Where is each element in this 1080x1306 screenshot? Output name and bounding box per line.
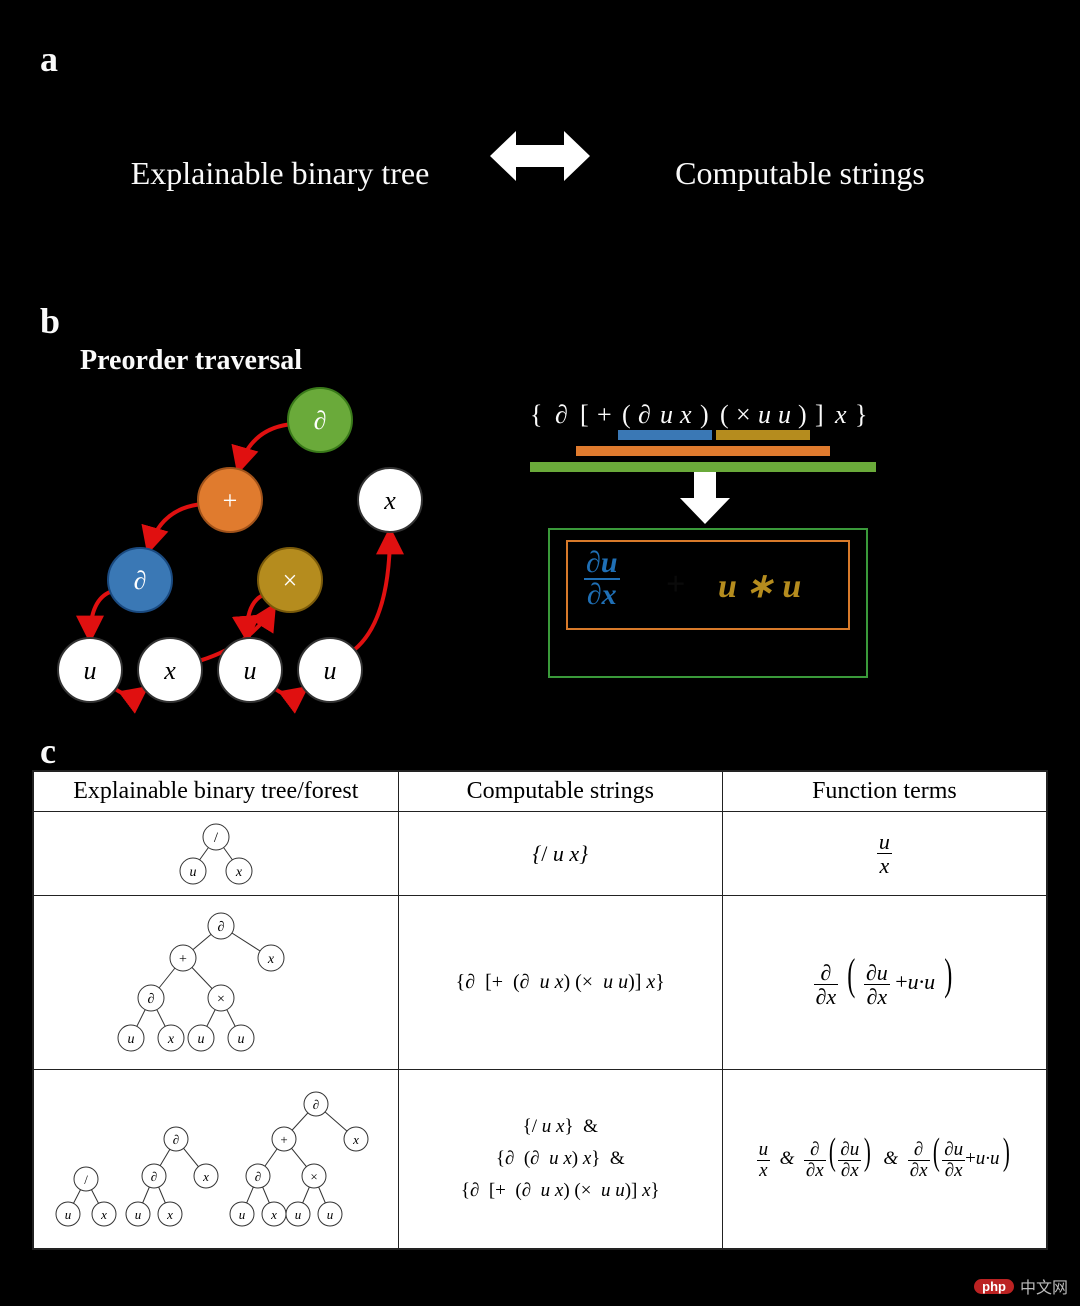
string-cell-1: {/ u x} bbox=[398, 812, 722, 896]
svg-text:u: u bbox=[327, 1207, 334, 1222]
svg-text:×: × bbox=[310, 1169, 317, 1184]
svg-text:+: + bbox=[223, 486, 238, 515]
func-cell-1: ux bbox=[722, 812, 1046, 896]
svg-text:∂: ∂ bbox=[134, 566, 147, 595]
svg-text:x: x bbox=[270, 1207, 277, 1222]
svg-text:x: x bbox=[163, 656, 176, 685]
tree-table: Explainable binary tree/forest Computabl… bbox=[32, 770, 1048, 1250]
svg-text:∂: ∂ bbox=[173, 1132, 179, 1147]
panel-b-label: b bbox=[40, 300, 60, 342]
svg-text:u: u bbox=[244, 656, 257, 685]
th-tree: Explainable binary tree/forest bbox=[34, 772, 399, 812]
token: + bbox=[597, 400, 612, 430]
table-row: / u x {/ u x} ux bbox=[34, 812, 1047, 896]
string-cell-3: {/ u x} & {∂ (∂ u x) x} & {∂ [+ (∂ u x) … bbox=[398, 1069, 722, 1248]
svg-text:u: u bbox=[324, 656, 337, 685]
token: ) bbox=[798, 400, 807, 430]
string-cell-2: {∂ [+ (∂ u x) (× u u)] x} bbox=[398, 896, 722, 1070]
svg-text:u: u bbox=[189, 865, 196, 880]
frac-du-dx: ∂u ∂x bbox=[584, 548, 620, 610]
svg-text:∂: ∂ bbox=[313, 1097, 319, 1112]
watermark-text: 中文网 bbox=[1020, 1274, 1068, 1298]
panel-a-label: a bbox=[40, 38, 58, 80]
table-row: ∂ + x ∂ × u x u u {∂ [+ (∂ u x) (× u u)] x} ∂… bbox=[34, 896, 1047, 1070]
tree-cell-2: ∂ + x ∂ × u x u u bbox=[34, 896, 399, 1070]
svg-text:∂: ∂ bbox=[151, 1169, 157, 1184]
svg-text:u: u bbox=[135, 1207, 142, 1222]
token: x bbox=[835, 400, 847, 430]
panel-a-left-title: Explainable binary tree bbox=[100, 155, 460, 192]
token: ) bbox=[700, 400, 709, 430]
bidir-arrow-icon bbox=[490, 120, 590, 211]
svg-text:u: u bbox=[239, 1207, 246, 1222]
svg-text:∂: ∂ bbox=[217, 920, 224, 935]
svg-text:x: x bbox=[267, 952, 275, 967]
func-cell-2: ∂∂x ( ∂u∂x +u·u ) bbox=[722, 896, 1046, 1070]
token: x bbox=[680, 400, 692, 430]
token: ∂ bbox=[555, 400, 568, 430]
svg-text:×: × bbox=[217, 992, 225, 1007]
tree-cell-3: / u x ∂ ∂ x u x bbox=[34, 1069, 399, 1248]
color-bar bbox=[716, 430, 810, 440]
svg-text:×: × bbox=[283, 566, 298, 595]
token: × bbox=[736, 400, 751, 430]
panel-c-label: c bbox=[40, 730, 56, 772]
th-strings: Computable strings bbox=[398, 772, 722, 812]
u-star-u: u ∗ u bbox=[718, 566, 801, 606]
svg-text:x: x bbox=[167, 1032, 175, 1047]
color-bar bbox=[618, 430, 712, 440]
token: } bbox=[855, 400, 867, 430]
color-bar bbox=[576, 446, 830, 456]
table-row: / u x ∂ ∂ x u x bbox=[34, 1069, 1047, 1248]
token: ] bbox=[815, 400, 824, 430]
svg-text:u: u bbox=[65, 1207, 72, 1222]
token: { bbox=[530, 400, 542, 430]
th-func: Function terms bbox=[722, 772, 1046, 812]
tree-cell-1: / u x bbox=[34, 812, 399, 896]
svg-text:∂: ∂ bbox=[147, 992, 154, 1007]
svg-text:+: + bbox=[179, 952, 187, 967]
svg-text:u: u bbox=[237, 1032, 244, 1047]
func-cell-3: ux & ∂∂x(∂u∂x) & ∂∂x(∂u∂x+u·u) bbox=[722, 1069, 1046, 1248]
php-badge-icon: php bbox=[974, 1279, 1014, 1294]
token: ∂ bbox=[638, 400, 651, 430]
panel-a-right-title: Computable strings bbox=[620, 155, 980, 192]
svg-text:u: u bbox=[197, 1032, 204, 1047]
watermark: php 中文网 bbox=[974, 1274, 1068, 1298]
svg-text:x: x bbox=[383, 486, 396, 515]
svg-text:∂: ∂ bbox=[255, 1169, 261, 1184]
token: u bbox=[778, 400, 791, 430]
svg-text:x: x bbox=[235, 865, 243, 880]
token: [ bbox=[580, 400, 589, 430]
svg-text:x: x bbox=[100, 1207, 107, 1222]
svg-text:+: + bbox=[280, 1132, 287, 1147]
plus-sign: + bbox=[666, 566, 685, 604]
svg-text:u: u bbox=[127, 1032, 134, 1047]
token: u bbox=[758, 400, 771, 430]
binary-tree: ∂ + x ∂ × u x u u bbox=[20, 370, 460, 730]
svg-text:∂: ∂ bbox=[314, 406, 327, 435]
svg-text:x: x bbox=[352, 1132, 359, 1147]
svg-text:/: / bbox=[84, 1172, 88, 1187]
svg-text:u: u bbox=[84, 656, 97, 685]
token: ( bbox=[720, 400, 729, 430]
svg-text:x: x bbox=[202, 1169, 209, 1184]
svg-text:u: u bbox=[295, 1207, 302, 1222]
token: u bbox=[660, 400, 673, 430]
token: ( bbox=[622, 400, 631, 430]
svg-text:x: x bbox=[166, 1207, 173, 1222]
